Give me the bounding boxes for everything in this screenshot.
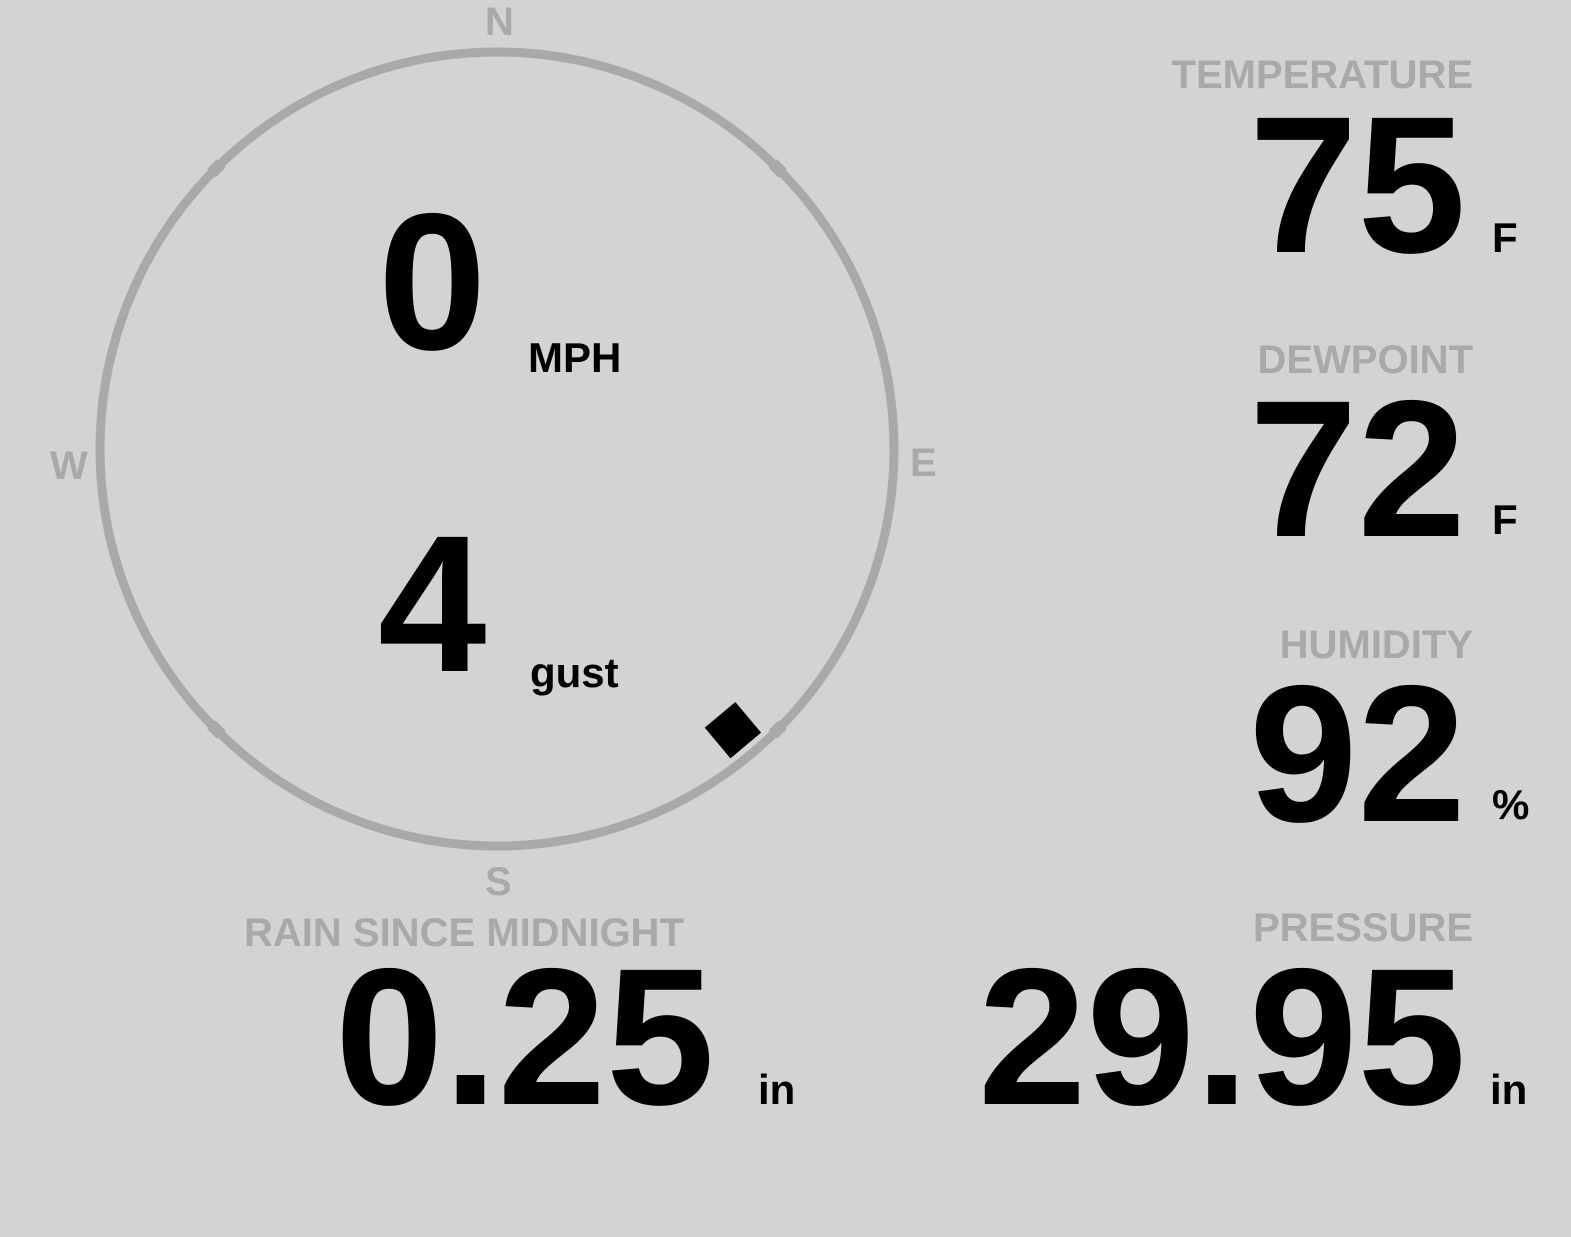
compass-east: E [910, 441, 937, 485]
pressure-unit: in [1490, 1066, 1528, 1113]
compass-west: W [50, 444, 88, 488]
dewpoint-value: 72 [1249, 360, 1466, 578]
temperature-unit: F [1492, 214, 1518, 261]
compass-ticks [207, 159, 787, 739]
compass-tick [207, 159, 226, 178]
wind-speed-value: 0 [378, 173, 487, 391]
rain-value: 0.25 [335, 928, 715, 1146]
compass-tick [768, 720, 787, 739]
pressure-value: 29.95 [978, 928, 1466, 1146]
compass-south: S [485, 860, 512, 904]
dewpoint-label: DEWPOINT [1257, 338, 1473, 382]
compass-ring [95, 47, 899, 851]
wind-gust-value: 4 [378, 495, 487, 713]
temperature-label: TEMPERATURE [1171, 53, 1473, 97]
pressure-label: PRESSURE [1252, 906, 1473, 950]
wind-speed-unit: MPH [528, 334, 622, 381]
wind-compass [95, 47, 899, 851]
compass-north: N [485, 0, 514, 44]
wind-direction-marker [704, 701, 762, 759]
rain-unit: in [758, 1066, 796, 1113]
compass-tick [768, 159, 787, 178]
temperature-value: 75 [1249, 76, 1466, 294]
wind-gust-label: gust [530, 649, 619, 696]
humidity-value: 92 [1249, 645, 1466, 863]
humidity-label: HUMIDITY [1279, 623, 1473, 667]
dewpoint-unit: F [1492, 496, 1518, 543]
rain-label: RAIN SINCE MIDNIGHT [244, 911, 684, 955]
humidity-unit: % [1492, 781, 1530, 828]
compass-tick [207, 720, 226, 739]
